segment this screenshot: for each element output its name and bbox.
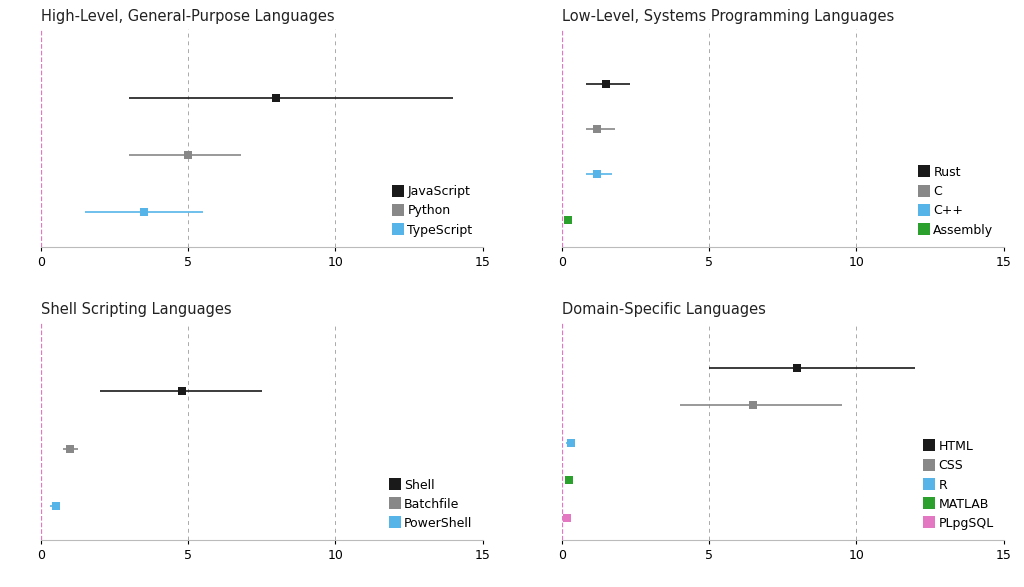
Legend: Shell, Batchfile, PowerShell: Shell, Batchfile, PowerShell: [388, 475, 476, 534]
Text: Domain-Specific Languages: Domain-Specific Languages: [562, 302, 766, 318]
Text: Low-Level, Systems Programming Languages: Low-Level, Systems Programming Languages: [562, 9, 894, 24]
Legend: JavaScript, Python, TypeScript: JavaScript, Python, TypeScript: [391, 181, 476, 241]
Legend: HTML, CSS, R, MATLAB, PLpgSQL: HTML, CSS, R, MATLAB, PLpgSQL: [922, 436, 997, 534]
Text: High-Level, General-Purpose Languages: High-Level, General-Purpose Languages: [41, 9, 335, 24]
Legend: Rust, C, C++, Assembly: Rust, C, C++, Assembly: [918, 162, 997, 241]
Text: Shell Scripting Languages: Shell Scripting Languages: [41, 302, 231, 318]
